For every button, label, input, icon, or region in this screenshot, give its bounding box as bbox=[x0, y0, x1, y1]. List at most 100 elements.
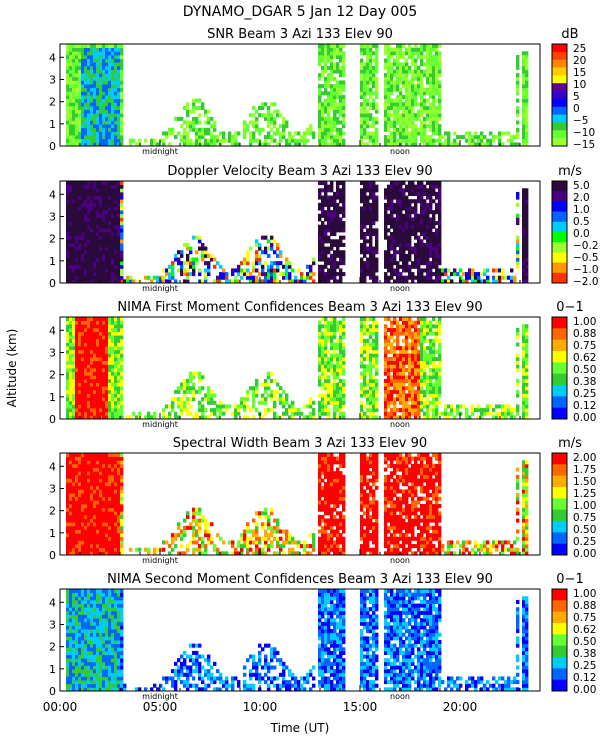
heatmap-cell bbox=[204, 275, 208, 280]
heatmap-cell bbox=[99, 188, 103, 193]
heatmap-cell bbox=[120, 232, 124, 237]
heatmap-cell bbox=[72, 213, 76, 218]
heatmap-cell bbox=[387, 261, 391, 266]
heatmap-cell bbox=[339, 250, 343, 255]
heatmap-cell bbox=[318, 360, 322, 365]
heatmap-cell bbox=[411, 124, 415, 129]
heatmap-cell bbox=[438, 135, 442, 140]
heatmap-cell bbox=[228, 404, 232, 409]
heatmap-cell bbox=[264, 102, 268, 107]
heatmap-cell bbox=[336, 342, 340, 347]
heatmap-cell bbox=[396, 188, 400, 193]
heatmap-cell bbox=[276, 397, 280, 402]
colorbar-swatch bbox=[552, 114, 567, 123]
heatmap-cell bbox=[525, 73, 529, 78]
heatmap-cell bbox=[321, 268, 325, 273]
heatmap-cell bbox=[405, 346, 409, 351]
heatmap-cell bbox=[84, 98, 88, 103]
heatmap-cell bbox=[372, 69, 376, 74]
heatmap-cell bbox=[66, 113, 70, 118]
heatmap-cell bbox=[423, 250, 427, 255]
heatmap-cell bbox=[426, 253, 430, 258]
heatmap-cell bbox=[360, 105, 364, 110]
heatmap-cell bbox=[111, 408, 115, 413]
heatmap-cell bbox=[78, 327, 82, 332]
heatmap-cell bbox=[246, 275, 250, 280]
heatmap-cell bbox=[516, 127, 520, 132]
heatmap-cell bbox=[222, 272, 226, 277]
heatmap-cell bbox=[99, 400, 103, 405]
heatmap-cell bbox=[276, 264, 280, 269]
heatmap-cell bbox=[99, 91, 103, 96]
heatmap-cell bbox=[489, 142, 493, 147]
heatmap-cell bbox=[438, 206, 442, 211]
heatmap-cell bbox=[387, 357, 391, 362]
heatmap-cell bbox=[306, 275, 310, 280]
heatmap-cell bbox=[84, 400, 88, 405]
heatmap-cell bbox=[510, 135, 514, 140]
heatmap-cell bbox=[405, 105, 409, 110]
heatmap-cell bbox=[423, 127, 427, 132]
heatmap-cell bbox=[372, 393, 376, 398]
heatmap-cell bbox=[423, 235, 427, 240]
heatmap-cell bbox=[114, 131, 118, 136]
heatmap-cell bbox=[219, 411, 223, 416]
heatmap-cell bbox=[390, 124, 394, 129]
heatmap-cell bbox=[75, 62, 79, 67]
heatmap-cell bbox=[99, 327, 103, 332]
heatmap-cell bbox=[288, 408, 292, 413]
heatmap-cell bbox=[111, 120, 115, 125]
heatmap-cell bbox=[78, 91, 82, 96]
heatmap-cell bbox=[396, 80, 400, 85]
heatmap-cell bbox=[117, 87, 121, 92]
heatmap-cell bbox=[525, 91, 529, 96]
heatmap-cell bbox=[291, 408, 295, 413]
heatmap-cell bbox=[78, 224, 82, 229]
heatmap-cell bbox=[273, 404, 277, 409]
heatmap-cell bbox=[111, 404, 115, 409]
heatmap-cell bbox=[117, 232, 121, 237]
heatmap-cell bbox=[336, 91, 340, 96]
heatmap-cell bbox=[330, 272, 334, 277]
heatmap-cell bbox=[81, 317, 85, 322]
heatmap-cell bbox=[339, 73, 343, 78]
heatmap-cell bbox=[333, 415, 337, 420]
heatmap-cell bbox=[318, 113, 322, 118]
heatmap-cell bbox=[99, 102, 103, 107]
heatmap-cell bbox=[390, 264, 394, 269]
heatmap-cell bbox=[402, 135, 406, 140]
heatmap-cell bbox=[201, 142, 205, 147]
heatmap-cell bbox=[114, 279, 118, 284]
heatmap-cell bbox=[66, 116, 70, 121]
heatmap-cell bbox=[105, 80, 109, 85]
heatmap-cell bbox=[75, 69, 79, 74]
heatmap-cell bbox=[441, 272, 445, 277]
heatmap-cell bbox=[333, 349, 337, 354]
heatmap-cell bbox=[261, 400, 265, 405]
heatmap-cell bbox=[117, 335, 121, 340]
heatmap-cell bbox=[438, 210, 442, 215]
heatmap-cell bbox=[69, 217, 73, 222]
heatmap-cell bbox=[525, 87, 529, 92]
heatmap-cell bbox=[324, 257, 328, 262]
heatmap-cell bbox=[336, 239, 340, 244]
heatmap-cell bbox=[81, 261, 85, 266]
heatmap-cell bbox=[192, 261, 196, 266]
heatmap-cell bbox=[78, 382, 82, 387]
heatmap-cell bbox=[324, 47, 328, 52]
heatmap-cell bbox=[384, 221, 388, 226]
heatmap-cell bbox=[402, 327, 406, 332]
heatmap-cell bbox=[276, 242, 280, 247]
heatmap-cell bbox=[105, 378, 109, 383]
heatmap-cell bbox=[189, 411, 193, 416]
colorbar-tick-label: 0 bbox=[573, 103, 580, 115]
heatmap-cell bbox=[120, 120, 124, 125]
heatmap-cell bbox=[102, 404, 106, 409]
heatmap-cell bbox=[420, 199, 424, 204]
heatmap-cell bbox=[258, 272, 262, 277]
heatmap-cell bbox=[396, 272, 400, 277]
heatmap-cell bbox=[330, 181, 334, 186]
heatmap-cell bbox=[192, 257, 196, 262]
heatmap-cell bbox=[471, 279, 475, 284]
heatmap-cell bbox=[72, 202, 76, 207]
